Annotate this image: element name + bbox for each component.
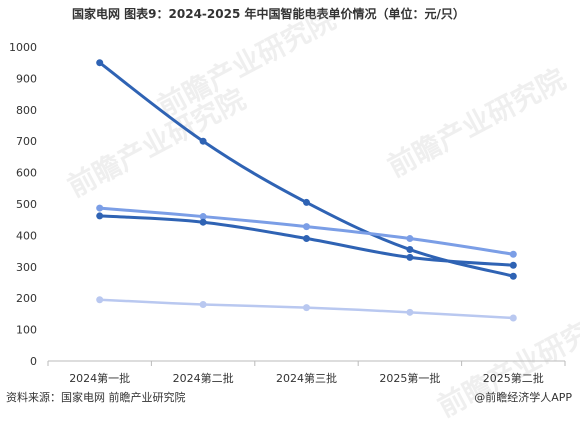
series-1-point-5 — [509, 272, 517, 280]
source-note: 资料来源：国家电网 前瞻产业研究院 — [6, 391, 186, 404]
series-1-point-1 — [96, 59, 104, 67]
y-tick-label-200: 200 — [16, 292, 37, 305]
x-tick-label-2: 2024第二批 — [173, 371, 234, 385]
x-tick-label-4: 2025第一批 — [379, 371, 440, 385]
series-4-point-2 — [199, 300, 207, 308]
chart-title: 国家电网 图表9：2024-2025 年中国智能电表单价情况（单位：元/只） — [72, 7, 465, 21]
series-3-point-5 — [509, 261, 517, 269]
line-chart: 0 100 200 300 400 500 600 700 800 900 1000 2024第一批… — [9, 41, 566, 385]
y-tick-label-600: 600 — [16, 167, 37, 180]
series-4-point-3 — [303, 304, 310, 312]
series-layer — [96, 59, 517, 322]
brand-credit: @前瞻经济学人APP — [474, 391, 572, 404]
x-tick-label-5: 2025第二批 — [483, 371, 544, 385]
series-line-2 — [98, 206, 515, 256]
series-4-point-5 — [509, 314, 517, 322]
y-tick-label-1000: 1000 — [9, 41, 37, 54]
series-1-point-2 — [199, 137, 207, 145]
series-3-point-3 — [303, 235, 310, 243]
series-2-point-4 — [406, 235, 414, 243]
series-2-point-1 — [96, 204, 104, 212]
y-axis: 0 100 200 300 400 500 600 700 800 900 1000 — [9, 41, 37, 368]
y-tick-label-500: 500 — [16, 198, 37, 211]
x-tick-label-1: 2024第一批 — [69, 371, 130, 385]
y-tick-label-400: 400 — [16, 229, 37, 242]
x-tick-label-3: 2024第三批 — [276, 371, 337, 385]
y-tick-label-800: 800 — [16, 104, 37, 117]
y-tick-label-300: 300 — [16, 261, 37, 274]
series-2-point-5 — [509, 250, 517, 258]
series-4-point-4 — [406, 308, 414, 316]
series-1-point-4 — [406, 246, 414, 254]
series-4-point-1 — [96, 296, 104, 304]
y-tick-label-700: 700 — [16, 135, 37, 148]
series-2-point-2 — [199, 213, 207, 221]
series-2-point-3 — [303, 223, 310, 231]
series-3-point-1 — [96, 212, 104, 220]
y-tick-label-900: 900 — [16, 72, 37, 85]
x-axis: 2024第一批 2024第二批 2024第三批 2025第一批 2025第二批 — [47, 360, 566, 385]
series-3-point-4 — [406, 253, 414, 261]
series-1-point-3 — [303, 198, 310, 206]
y-tick-label-0: 0 — [30, 355, 37, 368]
y-tick-label-100: 100 — [16, 324, 37, 337]
series-3-point-2 — [199, 218, 207, 226]
